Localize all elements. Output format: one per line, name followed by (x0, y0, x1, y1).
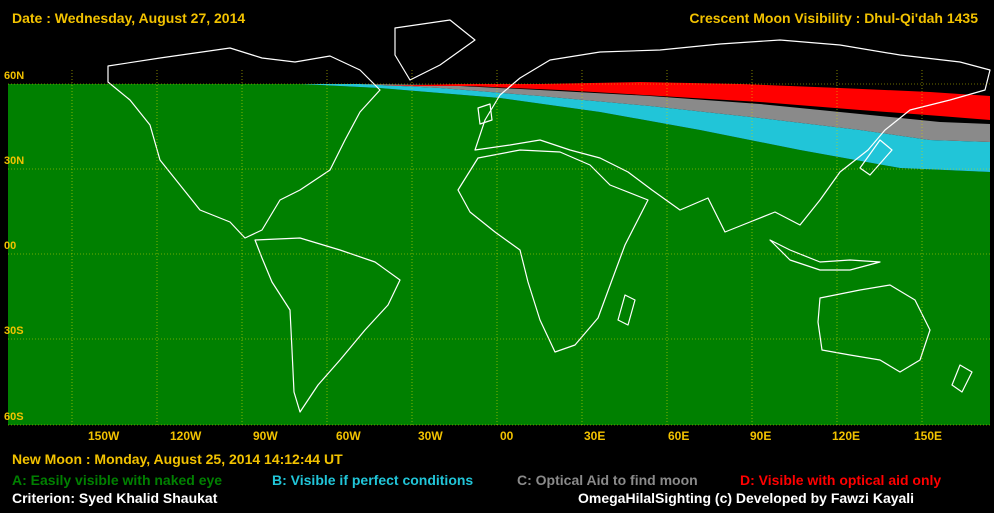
lon-label-120e: 120E (832, 429, 861, 443)
legend-b: B: Visible if perfect conditions (272, 472, 474, 488)
coastlines (107, 19, 991, 413)
japan-outline (859, 139, 893, 176)
lon-label-90w: 90W (253, 429, 278, 443)
madagascar-outline (617, 294, 636, 326)
new-moon-text: New Moon : Monday, August 25, 2014 14:12… (12, 451, 343, 467)
lon-label-150w: 150W (88, 429, 120, 443)
north-america-outline (107, 47, 381, 239)
lon-label-30w: 30W (418, 429, 443, 443)
lat-label-equator: 00 (4, 240, 17, 252)
credit-text: OmegaHilalSighting (c) Developed by Fawz… (578, 490, 915, 506)
lon-label-30e: 30E (584, 429, 606, 443)
eurasia-outline (474, 39, 991, 233)
lat-label-30s: 30S (4, 325, 24, 337)
legend-c: C: Optical Aid to find moon (517, 472, 698, 488)
criterion-text: Criterion: Syed Khalid Shaukat (12, 490, 218, 506)
lat-label-30n: 30N (4, 155, 25, 167)
lon-label-60w: 60W (336, 429, 361, 443)
uk-outline (477, 103, 493, 125)
zone-b-region (8, 84, 990, 172)
zone-c-region (300, 84, 990, 142)
australia-outline (817, 284, 931, 373)
map-title: Crescent Moon Visibility : Dhul-Qi'dah 1… (689, 10, 978, 26)
lon-label-90e: 90E (750, 429, 772, 443)
lat-label-60s: 60S (4, 411, 24, 423)
lon-label-150e: 150E (914, 429, 943, 443)
lon-label-120w: 120W (170, 429, 202, 443)
africa-outline (457, 149, 649, 353)
lon-label-0: 00 (500, 429, 514, 443)
zone-d-region (380, 82, 990, 120)
new-zealand-outline (951, 364, 973, 393)
legend-a: A: Easily visible with naked eye (12, 472, 223, 488)
graticule (8, 70, 990, 426)
date-label: Date : Wednesday, August 27, 2014 (12, 10, 246, 26)
legend-d: D: Visible with optical aid only (740, 472, 942, 488)
zone-a-region (8, 84, 990, 425)
lon-label-60e: 60E (668, 429, 690, 443)
greenland-outline (394, 19, 476, 81)
south-america-outline (254, 237, 401, 413)
lat-label-60n: 60N (4, 70, 25, 82)
